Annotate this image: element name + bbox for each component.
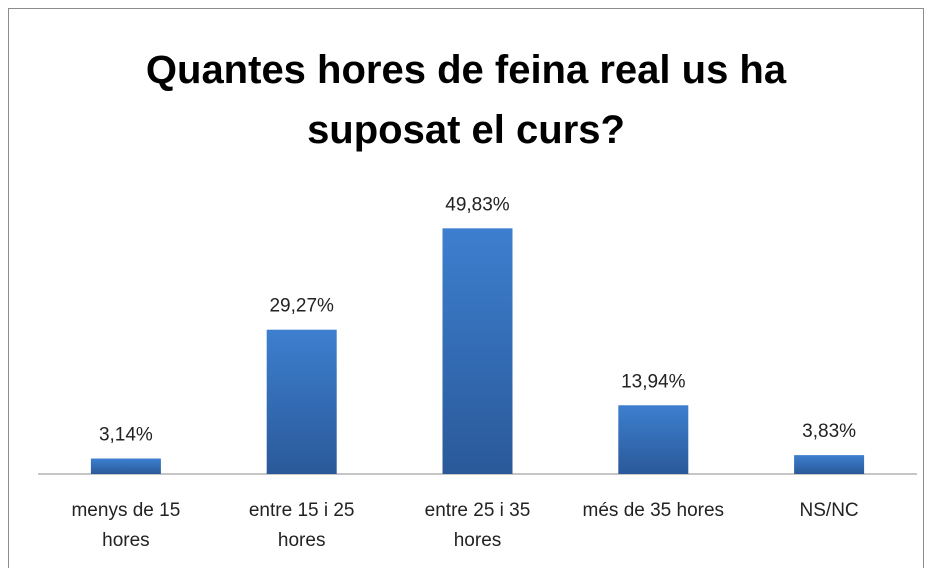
data-label: 13,94% <box>621 371 686 392</box>
bar <box>442 228 513 474</box>
data-label: 3,83% <box>802 421 856 442</box>
chart-frame <box>8 8 924 568</box>
x-tick-label: entre 15 i 25 hores <box>248 500 355 551</box>
data-label: 29,27% <box>269 296 334 317</box>
x-tick-label: menys de 15 hores <box>71 500 181 551</box>
data-label: 3,14% <box>99 425 153 446</box>
x-tick-label: més de 35 hores <box>582 500 725 521</box>
bar <box>266 329 337 474</box>
bar <box>618 405 689 474</box>
bar <box>794 455 865 474</box>
bar <box>90 458 161 474</box>
x-tick-label: NS/NC <box>799 500 859 521</box>
data-label: 49,83% <box>445 194 510 215</box>
x-tick-label: entre 25 i 35 hores <box>424 500 531 551</box>
chart-title: Quantes hores de feina real us ha suposa… <box>145 48 787 152</box>
